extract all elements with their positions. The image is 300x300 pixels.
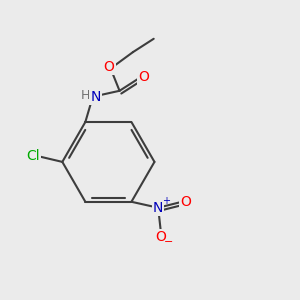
Text: N: N bbox=[153, 201, 164, 215]
Text: Cl: Cl bbox=[26, 149, 39, 163]
Text: O: O bbox=[180, 195, 191, 209]
Text: +: + bbox=[163, 196, 170, 206]
Text: O: O bbox=[139, 70, 149, 84]
Text: O: O bbox=[156, 230, 167, 244]
Text: O: O bbox=[104, 60, 115, 74]
Text: −: − bbox=[164, 237, 173, 247]
Text: N: N bbox=[91, 90, 101, 104]
Text: H: H bbox=[81, 89, 90, 102]
